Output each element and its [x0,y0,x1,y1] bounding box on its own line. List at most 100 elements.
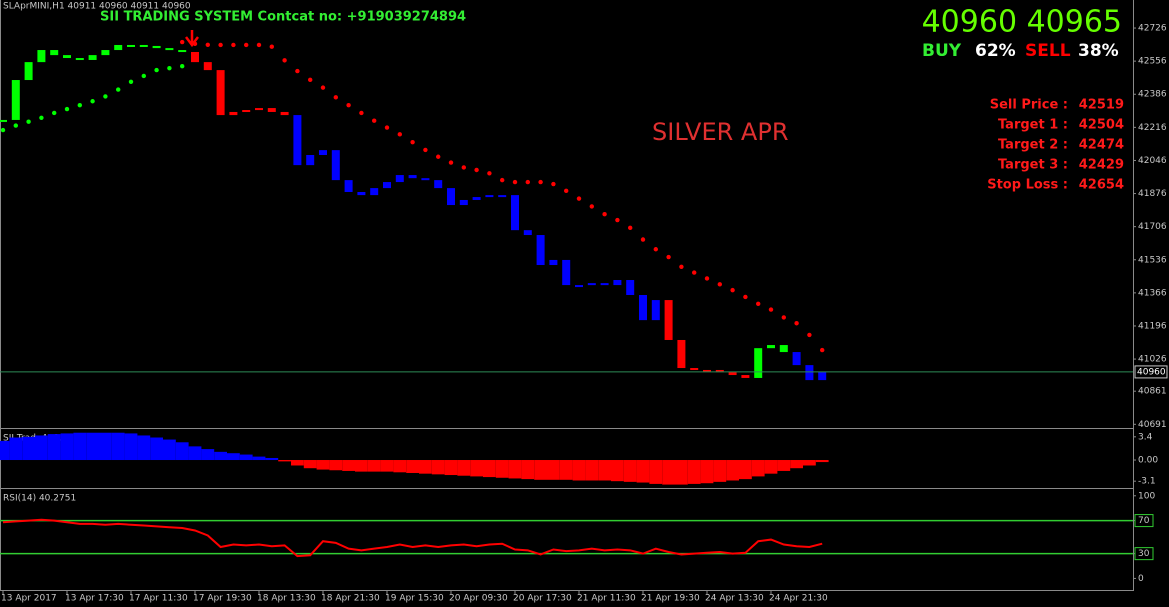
stop-dot [551,181,556,187]
rsi-line [2,518,823,558]
candle [587,283,596,286]
histogram-bar [367,460,381,472]
y-tick-label: 3.4 [1138,432,1153,442]
candle [255,108,263,111]
candle [88,55,97,60]
y-tick-label: 41536 [1138,255,1167,265]
histogram-bar [790,460,803,469]
candle [306,154,315,166]
x-tick-label: 13 Apr 17:30 [65,594,124,604]
candle [229,111,238,116]
sell-label: SELL [1025,41,1071,61]
y-tick-label: 0.00 [1138,456,1158,466]
histogram-bar [751,460,765,477]
stop-dot [576,196,582,201]
candle [664,300,673,340]
stop-dot [90,99,95,104]
stop-dot [180,39,185,45]
stop-dot [154,67,159,73]
price-box [1134,365,1168,379]
candle [690,368,699,371]
histogram-bar [726,460,739,481]
histogram-bar [611,460,624,482]
candle [370,188,379,196]
histogram-bar [316,460,330,470]
y-tick-label: 42726 [1138,24,1167,34]
watermark: SILVER APR [652,118,789,146]
stop-dot [231,42,236,48]
candle [357,191,366,196]
stop-dot [384,125,390,130]
histogram-bar [124,433,138,461]
signal-value: 42474 [1079,138,1124,153]
signal-value: 42504 [1079,118,1124,133]
y-tick-label: 40861 [1138,387,1167,397]
candle [127,44,135,47]
histogram-bar [380,460,394,472]
candle [792,352,801,366]
system-title: SII TRADING SYSTEM Contcat no: +91903927… [100,10,466,25]
candle [677,339,686,369]
candle [613,280,622,286]
y-tick-label: 42216 [1138,123,1167,133]
candle [459,199,468,206]
stop-dot [295,68,300,74]
candle [472,197,481,200]
signal-value: 42519 [1079,98,1124,113]
sell-pct: 38% [1078,41,1119,61]
stop-dot [282,58,287,63]
signal-label: Sell Price : [990,98,1068,113]
stop-dot [167,65,172,71]
histogram-bar [355,460,368,472]
x-tick-label: 24 Apr 13:30 [705,594,764,604]
stop-dot [564,188,569,194]
candle [575,285,583,288]
candle [280,111,289,116]
stop-dot [52,110,57,116]
y-tick-label: 40691 [1138,420,1167,430]
stop-dot [615,217,620,223]
stop-dot [743,294,748,300]
stop-dot [679,264,684,269]
histogram-bar [547,460,560,480]
histogram-bar [214,451,227,461]
histogram-bar [201,449,215,461]
stop-dot [359,110,364,116]
histogram-bar [777,460,791,471]
stop-dot [256,42,262,48]
stop-dot [436,154,441,159]
histogram-bar [9,437,23,461]
candle [703,369,711,372]
stop-dot [640,237,646,242]
stop-dot [474,167,479,173]
stop-dot [346,102,351,108]
histogram-bar [495,460,509,478]
candle [536,235,545,266]
y-tick-label: 41366 [1138,288,1167,298]
candle [114,44,123,51]
candle [165,48,174,51]
y-tick-label: 30 [1138,549,1150,559]
stop-dot [39,115,44,121]
stop-dot [192,41,198,47]
histogram-bar [815,460,829,463]
y-tick-label: 42386 [1138,90,1167,100]
stop-dot [768,307,774,312]
histogram-bar [111,432,125,461]
histogram-bar [393,460,407,473]
histogram-bar [687,460,701,484]
stop-dot [820,347,825,353]
histogram-bar [623,460,637,482]
stop-dot [730,287,735,293]
y-tick-label: 0 [1138,574,1144,584]
candle [395,175,404,183]
stop-dot [103,94,108,99]
candle [754,348,763,378]
stop-dot [116,87,121,92]
candle [267,108,276,112]
histogram-bar [649,460,663,484]
stop-dot [602,211,607,217]
stop-dot [13,123,18,128]
histogram-bar [265,457,279,461]
candle [63,55,71,59]
